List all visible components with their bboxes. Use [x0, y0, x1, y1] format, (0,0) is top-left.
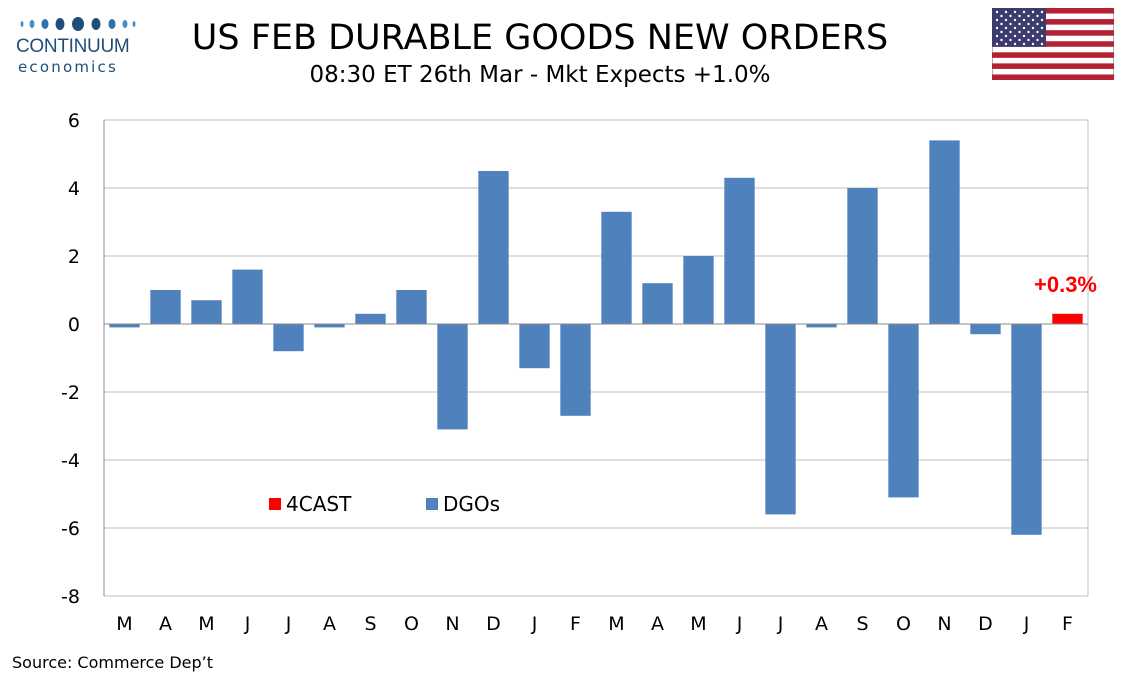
x-tick-label: J [1023, 613, 1030, 635]
x-tick-label: D [486, 613, 501, 635]
x-tick-label: A [651, 613, 664, 635]
dgo-bar [806, 324, 837, 328]
y-tick-label: -6 [61, 518, 80, 540]
x-tick-label: S [856, 613, 868, 635]
x-tick-label: J [777, 613, 784, 635]
dgo-bar [642, 283, 673, 324]
x-tick-label: J [244, 613, 251, 635]
x-tick-label: S [364, 613, 376, 635]
dgo-bar [888, 324, 919, 498]
continuum-economics-logo: CONTINUUM economics [10, 12, 140, 82]
legend-label: 4CAST [286, 492, 352, 516]
source-note: Source: Commerce Dep’t [12, 653, 214, 672]
x-tick-label: N [445, 613, 459, 635]
y-tick-label: -8 [61, 586, 80, 608]
legend-swatch [426, 498, 438, 510]
dgo-bar [396, 290, 427, 324]
y-tick-label: -2 [61, 382, 80, 404]
chart-subtitle: 08:30 ET 26th Mar - Mkt Expects +1.0% [309, 62, 771, 88]
forecast-annotation: +0.3% [1034, 272, 1097, 297]
dgo-bar [314, 324, 345, 328]
dgo-bar [970, 324, 1001, 335]
y-tick-label: 4 [68, 178, 80, 200]
dgo-bar [109, 324, 140, 328]
y-tick-label: -4 [61, 450, 80, 472]
dgo-bar [1011, 324, 1042, 535]
logo-wordmark: CONTINUUM [16, 36, 130, 57]
x-tick-label: J [531, 613, 538, 635]
logo-subtext: economics [18, 58, 118, 76]
x-tick-label: D [978, 613, 993, 635]
y-tick-label: 2 [68, 246, 80, 268]
x-tick-label: F [1062, 613, 1073, 635]
legend-label: DGOs [443, 492, 500, 516]
dgo-bar [929, 140, 960, 324]
x-tick-label: O [404, 613, 419, 635]
dgo-bar [724, 177, 755, 324]
x-tick-label: F [570, 613, 581, 635]
y-tick-label: 0 [68, 314, 80, 336]
dgo-bar [683, 256, 714, 324]
dgo-bar [478, 171, 509, 324]
dgo-bar [150, 290, 181, 324]
dgo-bar [560, 324, 591, 416]
dgo-bar [232, 269, 263, 324]
x-tick-label: J [285, 613, 292, 635]
us-flag-icon [992, 8, 1114, 80]
x-tick-label: N [937, 613, 951, 635]
x-tick-label: A [815, 613, 828, 635]
x-tick-label: A [159, 613, 172, 635]
dgo-bar [273, 324, 304, 352]
x-tick-label: M [116, 613, 132, 635]
legend-swatch [269, 498, 281, 510]
x-tick-label: M [608, 613, 624, 635]
dgo-bar [191, 300, 222, 324]
x-tick-label: A [323, 613, 336, 635]
forecast-bar [1052, 313, 1083, 324]
logo-dots-icon [20, 17, 136, 31]
x-tick-label: M [690, 613, 706, 635]
x-tick-label: M [198, 613, 214, 635]
chart-title: US FEB DURABLE GOODS NEW ORDERS [191, 18, 889, 58]
dgo-bar [355, 313, 386, 324]
dgo-bar [437, 324, 468, 430]
x-tick-label: O [896, 613, 911, 635]
dgo-bar [765, 324, 796, 515]
dgo-bar [519, 324, 550, 369]
dgo-bar [847, 188, 878, 324]
y-tick-label: 6 [68, 110, 80, 132]
x-tick-label: J [736, 613, 743, 635]
dgo-bar [601, 211, 632, 324]
